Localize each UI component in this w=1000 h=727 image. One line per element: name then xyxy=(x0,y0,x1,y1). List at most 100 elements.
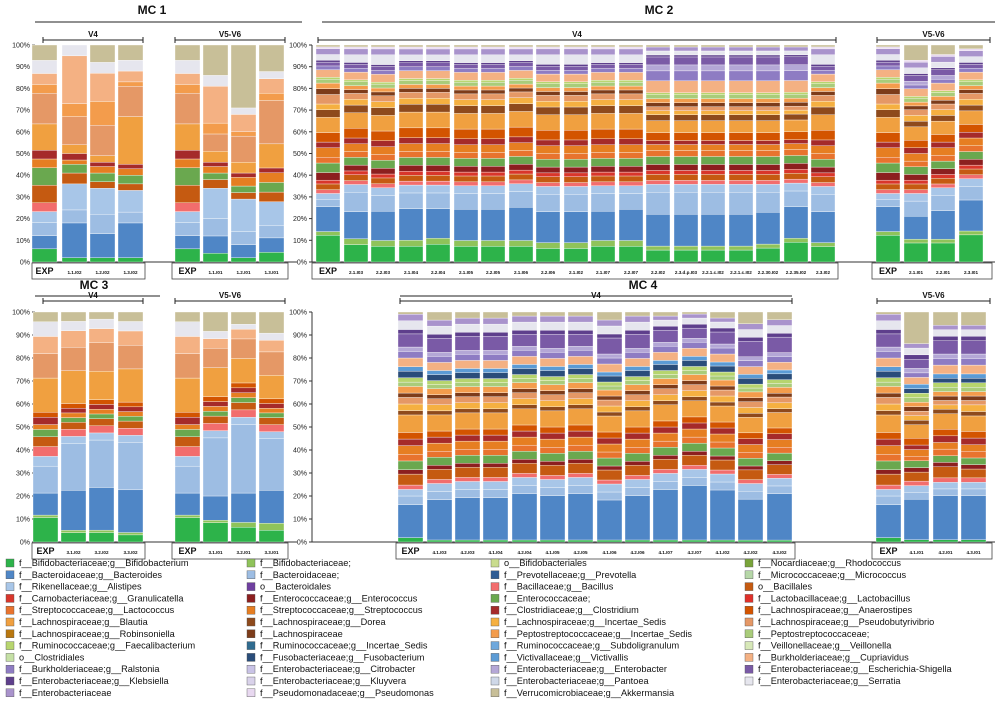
bar-segment xyxy=(700,50,726,56)
bar-segment xyxy=(618,152,644,159)
bar-segment xyxy=(202,151,229,163)
y-tick-label: 0% xyxy=(20,540,30,547)
bar-segment xyxy=(230,192,257,200)
bar-segment xyxy=(737,378,764,385)
bar-segment xyxy=(960,457,987,465)
bar-segment xyxy=(766,396,793,404)
bar-segment xyxy=(563,91,589,96)
bar-segment xyxy=(454,332,481,337)
x-tick-label: 3.3.I02 xyxy=(123,550,137,555)
bar-segment xyxy=(426,457,453,466)
bar-segment xyxy=(624,390,651,395)
bar-segment xyxy=(511,378,538,383)
bar-segment xyxy=(958,50,984,57)
bar-segment xyxy=(398,62,424,67)
bar-segment xyxy=(480,240,506,247)
bar-segment xyxy=(700,56,726,66)
bar-segment xyxy=(960,451,987,459)
bar-segment xyxy=(117,311,144,322)
bar-segment xyxy=(810,139,836,146)
bar-segment xyxy=(783,113,809,121)
bar-segment xyxy=(932,482,959,490)
bar-segment xyxy=(426,430,453,438)
bar-segment xyxy=(31,235,58,250)
bar-segment xyxy=(932,477,959,483)
bar-segment xyxy=(398,84,424,89)
bar-segment xyxy=(728,170,754,175)
bar-segment xyxy=(508,70,534,79)
bar-segment xyxy=(508,46,534,50)
legend-item: f__Enterobacteriaceae;g__Citrobacter xyxy=(246,664,415,674)
bar-segment xyxy=(766,379,793,384)
bar-segment xyxy=(875,329,902,335)
bar-segment xyxy=(590,210,616,241)
bar-segment xyxy=(480,113,506,130)
bar-segment xyxy=(590,72,616,81)
bar-segment xyxy=(618,166,644,173)
bar-segment xyxy=(930,56,956,63)
bar-segment xyxy=(535,130,561,141)
bar-segment xyxy=(700,80,726,93)
x-tick-label: 2.1.I03 xyxy=(349,270,363,275)
bar-segment xyxy=(453,64,479,69)
bar-segment xyxy=(453,181,479,186)
bar-segment xyxy=(709,441,736,449)
bar-segment xyxy=(903,347,930,356)
bar-segment xyxy=(875,454,902,462)
legend-label: f__Clostridiaceae;g__Clostridium xyxy=(504,605,639,615)
bar-segment xyxy=(766,356,793,363)
bar-segment xyxy=(728,44,754,48)
legend-label: f__Lachnospiraceae;g__Blautia xyxy=(19,617,149,627)
bar-segment xyxy=(810,159,836,168)
bar-segment xyxy=(563,153,589,160)
legend-swatch xyxy=(246,606,256,615)
bar-segment xyxy=(563,176,589,183)
bar-segment xyxy=(590,81,616,87)
bar-segment xyxy=(645,44,671,48)
bar-segment xyxy=(398,184,424,194)
bar-segment xyxy=(709,401,736,407)
bar-segment xyxy=(875,473,902,486)
bar-segment xyxy=(511,392,538,399)
bar-segment xyxy=(618,181,644,186)
bar-segment xyxy=(709,379,736,387)
bar-segment xyxy=(875,206,901,232)
y-tick-label: 30% xyxy=(16,194,30,201)
legend-swatch xyxy=(246,582,256,591)
bar-segment xyxy=(810,130,836,141)
bar-segment xyxy=(202,44,229,76)
bar-segment xyxy=(563,166,589,174)
bar-segment xyxy=(930,187,956,196)
bar-segment xyxy=(930,75,956,80)
bar-segment xyxy=(508,62,534,67)
bar-segment xyxy=(453,138,479,145)
stacked-bar xyxy=(511,311,538,543)
bar-segment xyxy=(174,235,201,250)
bar-segment xyxy=(230,311,257,325)
bar-segment xyxy=(174,424,201,430)
bar-segment xyxy=(343,192,369,212)
bar-segment xyxy=(60,321,87,331)
bar-segment xyxy=(343,170,369,175)
legend-swatch xyxy=(490,653,500,662)
bar-segment xyxy=(766,325,793,334)
bar-segment xyxy=(453,105,479,114)
y-tick-label: 80% xyxy=(16,86,30,93)
bar-segment xyxy=(453,240,479,247)
bar-segment xyxy=(230,358,257,384)
bar-segment xyxy=(673,249,699,263)
bar-segment xyxy=(343,81,369,86)
bar-segment xyxy=(315,79,341,84)
bar-segment xyxy=(590,99,616,106)
bar-segment xyxy=(230,257,257,263)
bar-segment xyxy=(535,66,561,71)
bar-segment xyxy=(230,392,257,398)
bar-segment xyxy=(370,183,396,188)
bar-segment xyxy=(755,46,781,52)
bar-segment xyxy=(482,382,509,387)
bar-segment xyxy=(766,474,793,479)
bar-segment xyxy=(567,408,594,426)
bar-segment xyxy=(454,323,481,333)
bar-segment xyxy=(88,371,115,400)
legend-swatch xyxy=(5,653,15,662)
